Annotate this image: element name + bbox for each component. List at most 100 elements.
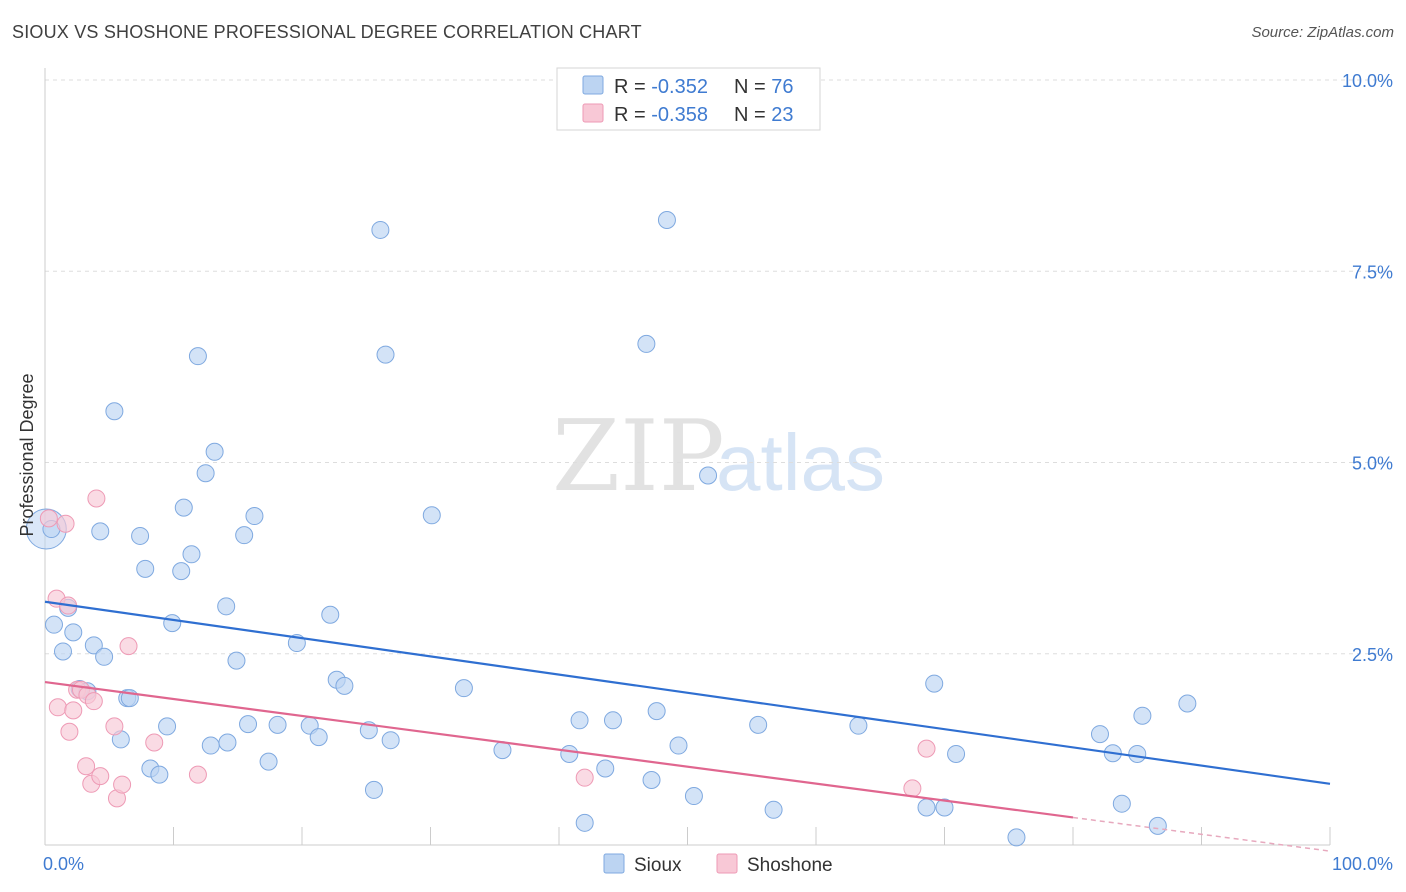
shoshone-point — [56, 514, 75, 533]
sioux-point — [603, 711, 622, 730]
sioux-point — [669, 736, 688, 755]
sioux-point — [1090, 725, 1109, 744]
sioux-point — [699, 466, 718, 485]
bottom-legend-swatch-shoshone — [716, 853, 738, 874]
shoshone-point — [39, 509, 58, 528]
sioux-point — [381, 731, 400, 750]
grid-lines — [45, 79, 1392, 655]
sioux-point — [454, 679, 473, 698]
legend-r-label-shoshone: R = — [614, 104, 651, 126]
sioux-point — [1007, 828, 1026, 847]
sioux-point — [64, 623, 83, 642]
sioux-point — [321, 605, 340, 624]
sioux-point — [205, 442, 224, 461]
shoshone-point — [145, 733, 164, 752]
sioux-point — [309, 728, 328, 747]
shoshone-point — [60, 722, 79, 741]
sioux-point — [163, 614, 182, 633]
chart-title: SIOUX VS SHOSHONE PROFESSIONAL DEGREE CO… — [12, 22, 642, 42]
shoshone-point — [77, 757, 96, 776]
legend-r-label-sioux: R = — [614, 76, 651, 98]
x-tick-label-min: 0.0% — [43, 854, 84, 874]
sioux-point — [105, 402, 124, 421]
shoshone-point — [84, 692, 103, 711]
sioux-point — [95, 647, 114, 666]
x-tick-label-max: 100.0% — [1332, 854, 1393, 874]
legend-n-label-shoshone: N = — [734, 104, 771, 126]
sioux-point — [1133, 706, 1152, 725]
svg-text:N = 76: N = 76 — [734, 76, 794, 98]
sioux-point — [259, 752, 278, 771]
sioux-point — [364, 780, 383, 799]
sioux-trend-line — [44, 600, 1331, 785]
sioux-point — [749, 715, 768, 734]
shoshone-point — [48, 698, 67, 717]
sioux-point — [196, 464, 215, 483]
sioux-point — [136, 559, 155, 578]
sioux-point — [575, 813, 594, 832]
sioux-point — [150, 765, 169, 784]
source-label: Source: ZipAtlas.com — [1251, 24, 1394, 41]
sioux-point — [1128, 744, 1147, 763]
shoshone-point — [87, 489, 106, 508]
shoshone-point — [64, 701, 83, 720]
sioux-point — [657, 210, 676, 229]
sioux-point — [947, 744, 966, 763]
sioux-point — [371, 220, 390, 239]
sioux-point — [935, 798, 954, 817]
legend-swatch-shoshone — [582, 103, 604, 123]
shoshone-point — [91, 767, 110, 786]
watermark-zip: ZIP — [552, 400, 725, 514]
sioux-point — [53, 642, 72, 661]
legend-n-value-sioux: 76 — [771, 76, 793, 98]
sioux-point — [376, 345, 395, 364]
y-tick-label: 10.0% — [1342, 71, 1393, 91]
legend-n-value-shoshone: 23 — [771, 104, 793, 126]
sioux-point — [560, 744, 579, 763]
shoshone-point — [105, 717, 124, 736]
y-tick-label: 7.5% — [1352, 262, 1393, 282]
sioux-point — [570, 711, 589, 730]
sioux-point — [218, 733, 237, 752]
legend-n-label-sioux: N = — [734, 76, 771, 98]
sioux-point — [235, 526, 254, 545]
sioux-point — [172, 562, 191, 581]
legend-r-value-sioux: -0.352 — [651, 76, 708, 98]
sioux-point — [925, 674, 944, 693]
shoshone-point — [575, 768, 594, 787]
sioux-point — [158, 717, 177, 736]
sioux-point — [684, 787, 703, 806]
shoshone-trend-extension — [1072, 816, 1331, 852]
sioux-point — [849, 716, 868, 735]
sioux-point — [201, 736, 220, 755]
sioux-point — [764, 800, 783, 819]
legend-swatch-sioux — [582, 75, 604, 95]
sioux-point — [647, 702, 666, 721]
sioux-point — [642, 770, 661, 789]
axes: 2.5% 5.0% 7.5% 10.0% 0.0% 100.0% — [43, 68, 1393, 874]
shoshone-trend-line — [44, 680, 1074, 819]
sioux-point — [637, 334, 656, 353]
svg-text:R = -0.352: R = -0.352 — [614, 76, 708, 98]
y-axis-label: Professional Degree — [17, 373, 37, 536]
bottom-legend: Sioux Shoshone — [603, 853, 833, 876]
bottom-legend-label-shoshone: Shoshone — [747, 855, 833, 876]
legend-r-value-shoshone: -0.358 — [651, 104, 708, 126]
trend-lines — [44, 600, 1331, 852]
sioux-point — [217, 597, 236, 616]
bottom-legend-swatch-sioux — [603, 853, 625, 874]
sioux-point — [1148, 816, 1167, 835]
y-tick-label: 2.5% — [1352, 645, 1393, 665]
sioux-point — [182, 545, 201, 564]
legend: R = -0.352 N = 76 R = -0.358 N = 23 — [556, 67, 821, 131]
sioux-point — [188, 347, 207, 366]
sioux-point — [239, 715, 258, 734]
shoshone-point — [119, 637, 138, 656]
sioux-point — [1112, 794, 1131, 813]
svg-text:R = -0.358: R = -0.358 — [614, 104, 708, 126]
shoshone-point — [903, 779, 922, 798]
sioux-point — [174, 498, 193, 517]
sioux-point — [335, 676, 354, 695]
sioux-point — [245, 507, 264, 526]
sioux-point — [227, 651, 246, 670]
